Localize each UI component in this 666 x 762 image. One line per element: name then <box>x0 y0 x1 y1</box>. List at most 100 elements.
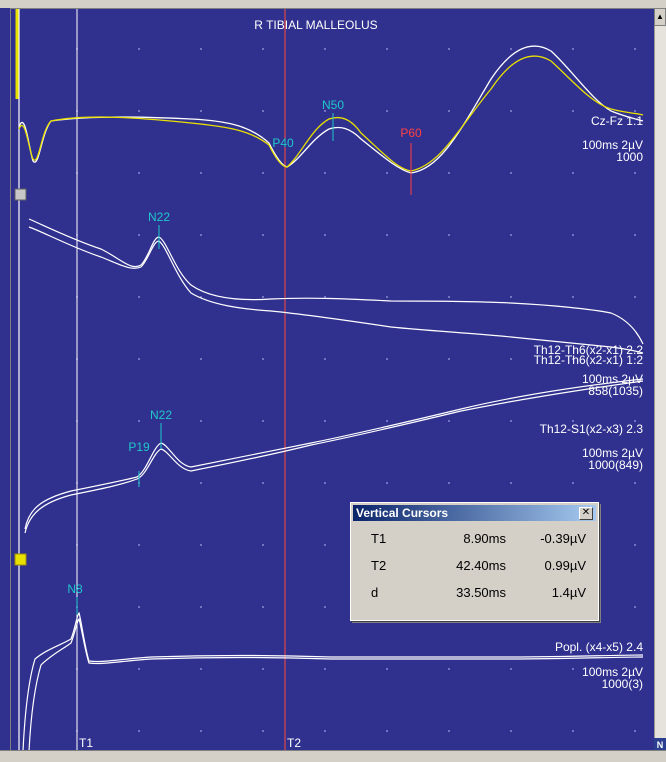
vertical-scrollbar[interactable] <box>654 8 666 750</box>
grid-dot <box>200 544 202 546</box>
cursor-row-time: 42.40ms <box>456 558 506 573</box>
grid-dot <box>138 544 140 546</box>
grid-dot <box>572 172 574 174</box>
ch3-trace-b <box>24 380 644 534</box>
grid-dot <box>386 234 388 236</box>
grid-dot <box>510 482 512 484</box>
grid-dot <box>386 110 388 112</box>
peak-label-n8: N8 <box>67 582 83 596</box>
grid-dot <box>262 296 264 298</box>
grid-dot <box>200 48 202 50</box>
corner-nav-icon[interactable]: N <box>654 738 666 752</box>
grid-dot <box>324 544 326 546</box>
grid-dot <box>324 172 326 174</box>
grid-dot <box>634 110 636 112</box>
cursor-row-time: 8.90ms <box>463 531 506 546</box>
waveform-canvas: R TIBIAL MALLEOLUS P40 N50 P60 Cz-Fz 1.1… <box>14 9 644 751</box>
grid-dot <box>510 420 512 422</box>
cursor-t1-label: T1 <box>79 736 93 750</box>
grid-dot <box>324 606 326 608</box>
vertical-cursors-dialog[interactable]: Vertical Cursors ✕ T1 8.90ms -0.39µV T2 … <box>350 502 599 621</box>
channel-2-handle[interactable] <box>14 188 27 201</box>
peak-label-n50: N50 <box>322 98 344 112</box>
grid-dot <box>448 48 450 50</box>
grid-dot <box>200 420 202 422</box>
cursor-row-voltage: 0.99µV <box>544 558 586 573</box>
grid-dot <box>572 358 574 360</box>
grid-dot <box>138 730 140 732</box>
cursor-t2-label: T2 <box>287 736 301 750</box>
grid-dot <box>200 606 202 608</box>
ch3-trace-a <box>24 378 644 530</box>
cursor-row-d: d 33.50ms 1.4µV <box>351 585 598 607</box>
grid-dot <box>510 234 512 236</box>
cursor-row-t1: T1 8.90ms -0.39µV <box>351 531 598 553</box>
grid-dot <box>572 482 574 484</box>
ch4-trace-b <box>28 617 644 751</box>
grid-dot <box>138 420 140 422</box>
channel-4-name: Popl. (x4-x5) 2.4 <box>555 640 643 654</box>
left-strip <box>0 8 10 750</box>
grid-dot <box>262 358 264 360</box>
scroll-up-arrow-icon[interactable]: ▲ <box>654 8 666 26</box>
cursor-row-voltage: -0.39µV <box>540 531 586 546</box>
grid-dot <box>510 110 512 112</box>
waveform-plot-area[interactable]: R TIBIAL MALLEOLUS P40 N50 P60 Cz-Fz 1.1… <box>10 8 654 751</box>
grid-dot <box>448 420 450 422</box>
peak-label-p19: P19 <box>128 440 150 454</box>
grid-dot <box>138 234 140 236</box>
channel-2-name-overlap: Th12-Th6(x2-x1) 2.2 <box>534 343 644 357</box>
grid-dot <box>572 420 574 422</box>
channel-2-name: Th12-Th6(x2-x1) 1.2 <box>534 353 644 367</box>
grid-dot <box>634 482 636 484</box>
grid-dot <box>448 730 450 732</box>
grid-dot <box>324 668 326 670</box>
grid-dot <box>448 482 450 484</box>
grid-dot <box>386 358 388 360</box>
grid-dot <box>324 730 326 732</box>
peak-label-p40: P40 <box>272 136 294 150</box>
grid-dot <box>324 48 326 50</box>
grid-dot <box>386 172 388 174</box>
grid-dot <box>634 172 636 174</box>
cursor-row-t2: T2 42.40ms 0.99µV <box>351 558 598 580</box>
grid-dot <box>634 668 636 670</box>
ch2-trace-a <box>28 218 644 345</box>
grid-dot <box>634 730 636 732</box>
grid-dot <box>200 482 202 484</box>
dialog-title: Vertical Cursors <box>356 506 449 520</box>
grid-dot <box>262 482 264 484</box>
ch1-trace-yellow <box>18 55 644 172</box>
grid-dot <box>510 296 512 298</box>
page-title: R TIBIAL MALLEOLUS <box>254 18 377 32</box>
grid-dot <box>138 296 140 298</box>
grid-dot <box>138 110 140 112</box>
dialog-titlebar[interactable]: Vertical Cursors ✕ <box>353 505 596 521</box>
grid-dot <box>324 358 326 360</box>
grid-dot <box>510 730 512 732</box>
close-icon[interactable]: ✕ <box>579 507 593 520</box>
grid-dot <box>138 172 140 174</box>
grid-dot <box>324 296 326 298</box>
channel-1-scale: 100ms 2µV <box>582 138 643 152</box>
grid-dot <box>200 358 202 360</box>
cursor-row-label: d <box>371 585 379 600</box>
grid-dot <box>572 110 574 112</box>
grid-dot <box>448 110 450 112</box>
grid-dot <box>448 172 450 174</box>
grid-dot <box>200 234 202 236</box>
channel-4-handle[interactable] <box>14 553 27 566</box>
ch2-trace-b <box>28 226 644 354</box>
grid-dot <box>262 420 264 422</box>
grid-dot <box>262 606 264 608</box>
grid-dot <box>262 544 264 546</box>
grid-dot <box>324 420 326 422</box>
channel-3-name: Th12-S1(x2-x3) 2.3 <box>540 422 644 436</box>
grid-dot <box>386 296 388 298</box>
grid-dot <box>324 482 326 484</box>
grid-dot <box>386 668 388 670</box>
grid-dot <box>386 420 388 422</box>
grid-dot <box>572 668 574 670</box>
grid-dot <box>262 172 264 174</box>
grid-dot <box>510 48 512 50</box>
